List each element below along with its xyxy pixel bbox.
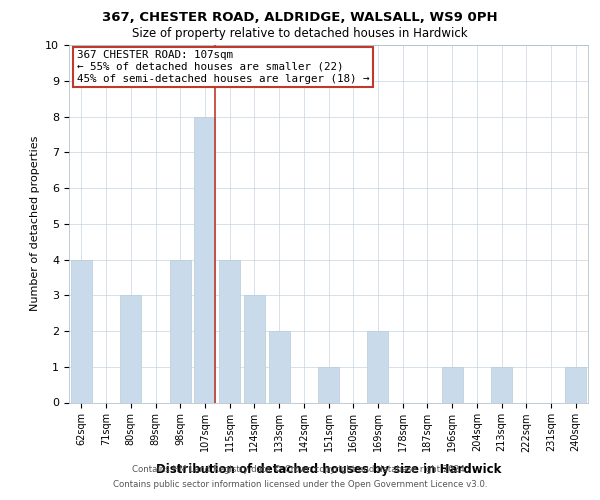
Bar (170, 260, 191, 402)
Bar (120, 295, 141, 403)
Y-axis label: Number of detached properties: Number of detached properties (30, 136, 40, 312)
X-axis label: Distribution of detached houses by size in Hardwick: Distribution of detached houses by size … (156, 463, 501, 476)
Bar (318, 367, 339, 402)
Bar (367, 331, 388, 402)
Bar (194, 116, 215, 403)
Text: Contains public sector information licensed under the Open Government Licence v3: Contains public sector information licen… (113, 480, 487, 489)
Bar (565, 367, 586, 402)
Text: 367 CHESTER ROAD: 107sqm
← 55% of detached houses are smaller (22)
45% of semi-d: 367 CHESTER ROAD: 107sqm ← 55% of detach… (77, 50, 369, 84)
Text: Contains HM Land Registry data © Crown copyright and database right 2024.: Contains HM Land Registry data © Crown c… (132, 465, 468, 474)
Bar (71, 260, 92, 402)
Text: Size of property relative to detached houses in Hardwick: Size of property relative to detached ho… (132, 28, 468, 40)
Bar (269, 331, 290, 402)
Bar (491, 367, 512, 402)
Text: 367, CHESTER ROAD, ALDRIDGE, WALSALL, WS9 0PH: 367, CHESTER ROAD, ALDRIDGE, WALSALL, WS… (102, 11, 498, 24)
Bar (442, 367, 463, 402)
Bar (244, 295, 265, 403)
Bar (219, 260, 240, 402)
